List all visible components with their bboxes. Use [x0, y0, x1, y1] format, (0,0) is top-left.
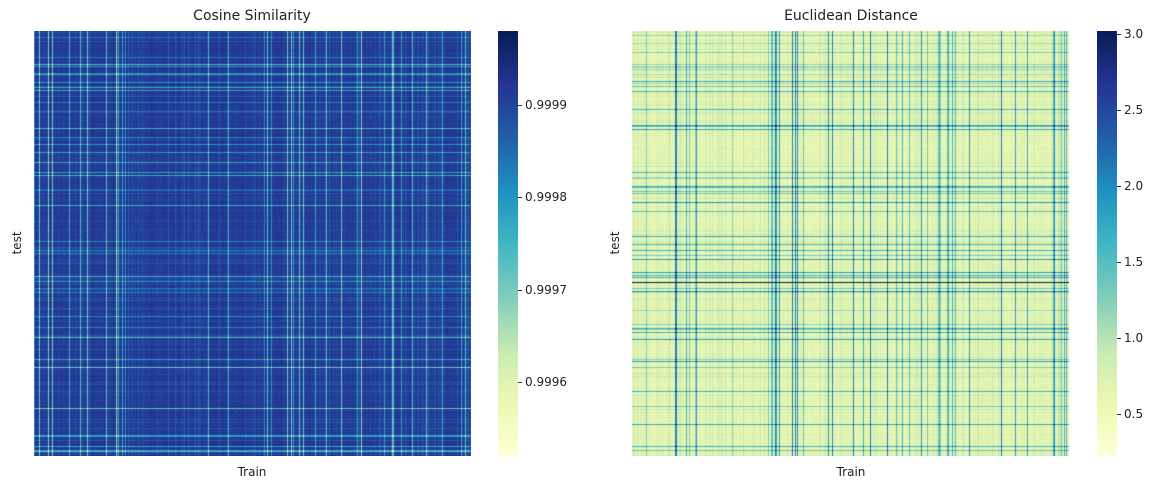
colorbar-tick-label: 0.9996 — [525, 375, 567, 390]
colorbar-tick-label: 0.9999 — [525, 97, 567, 112]
euclidean-colorbar — [1097, 31, 1117, 456]
colorbar-tick-label: 1.5 — [1124, 254, 1144, 269]
colorbar-tick-label: 2.5 — [1124, 102, 1144, 117]
chart-title: Euclidean Distance — [784, 8, 918, 24]
colorbar-tick-mark — [518, 197, 522, 199]
colorbar-tick-label: 0.9998 — [525, 190, 567, 205]
y-axis-label: test — [10, 231, 24, 255]
colorbar-tick-mark — [1117, 185, 1121, 187]
colorbar-tick-label: 3.0 — [1124, 27, 1144, 42]
euclidean-heatmap — [632, 31, 1069, 456]
chart-title: Cosine Similarity — [193, 8, 311, 24]
colorbar-tick-mark — [518, 289, 522, 291]
colorbar-tick-label: 0.9997 — [525, 282, 567, 297]
colorbar-tick-label: 1.0 — [1124, 330, 1144, 345]
y-axis-label: test — [608, 231, 622, 255]
x-axis-label: Train — [836, 465, 866, 479]
colorbar-tick-mark — [1117, 34, 1121, 36]
colorbar-tick-mark — [518, 104, 522, 106]
colorbar-tick-label: 0.5 — [1124, 406, 1144, 421]
colorbar-tick-label: 2.0 — [1124, 178, 1144, 193]
x-axis-label: Train — [237, 465, 267, 479]
cosine-heatmap — [34, 31, 471, 456]
colorbar-tick-mark — [1117, 109, 1121, 111]
colorbar-tick-mark — [1117, 337, 1121, 339]
cosine-colorbar — [498, 31, 518, 456]
colorbar-tick-mark — [1117, 261, 1121, 263]
colorbar-tick-mark — [518, 382, 522, 384]
colorbar-tick-mark — [1117, 413, 1121, 415]
